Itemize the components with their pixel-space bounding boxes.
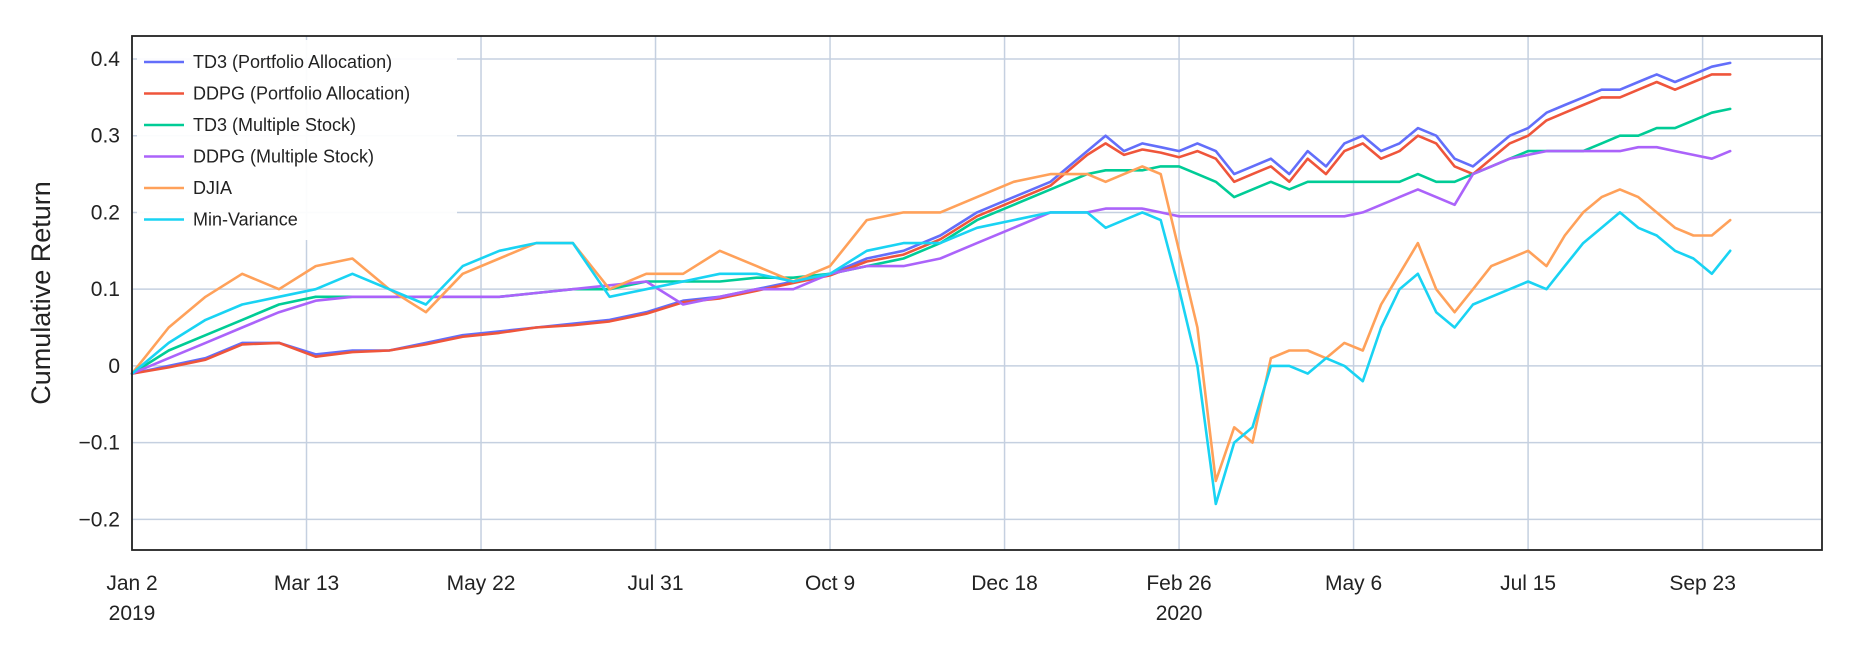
y-tick-label: 0.3: [91, 125, 120, 148]
x-tick-label: Jul 15: [1500, 572, 1556, 595]
y-tick-label: 0: [108, 355, 120, 378]
x-tick-label: Oct 9: [805, 572, 855, 595]
y-tick-label: −0.1: [79, 432, 120, 455]
y-tick-label: −0.2: [79, 508, 120, 531]
y-tick-label: 0.1: [91, 278, 120, 301]
legend-background: [137, 40, 457, 240]
x-tick-label: Sep 23: [1669, 572, 1736, 595]
x-tick-label: Dec 18: [971, 572, 1038, 595]
x-tick-label: Jul 31: [628, 572, 684, 595]
legend-label: DJIA: [193, 178, 232, 198]
y-tick-label: 0.2: [91, 201, 120, 224]
series-line-ddpg-portfolio-allocation: [130, 73, 1732, 375]
legend-label: DDPG (Multiple Stock): [193, 147, 374, 167]
legend-label: DDPG (Portfolio Allocation): [193, 84, 410, 104]
y-tick-label: 0.4: [91, 48, 121, 71]
x-tick-year-label: 2020: [1156, 602, 1203, 625]
x-tick-label: Jan 2: [106, 572, 157, 595]
x-tick-label: Feb 26: [1146, 572, 1211, 595]
x-tick-label: Mar 13: [274, 572, 339, 595]
legend-label: TD3 (Portfolio Allocation): [193, 52, 392, 72]
x-axis-ticks: Jan 2 2019 Mar 13 May 22 Jul 31 Oct 9 Dec 18 Fe…: [106, 572, 1736, 625]
legend: TD3 (Portfolio Allocation) DDPG (Portfoli…: [137, 40, 457, 240]
x-tick-label: May 22: [447, 572, 516, 595]
y-axis-title: Cumulative Return: [26, 181, 56, 405]
x-tick-label: May 6: [1325, 572, 1382, 595]
series-line-djia: [130, 165, 1732, 483]
series-lines: [130, 61, 1732, 506]
legend-label: Min-Variance: [193, 210, 298, 230]
y-axis-ticks: −0.2 −0.1 0 0.1 0.2 0.3 0.4: [79, 48, 121, 531]
plot-frame: [131, 35, 1823, 551]
legend-label: TD3 (Multiple Stock): [193, 115, 356, 135]
x-tick-year-label: 2019: [109, 602, 156, 625]
series-line-min-variance: [130, 211, 1732, 506]
